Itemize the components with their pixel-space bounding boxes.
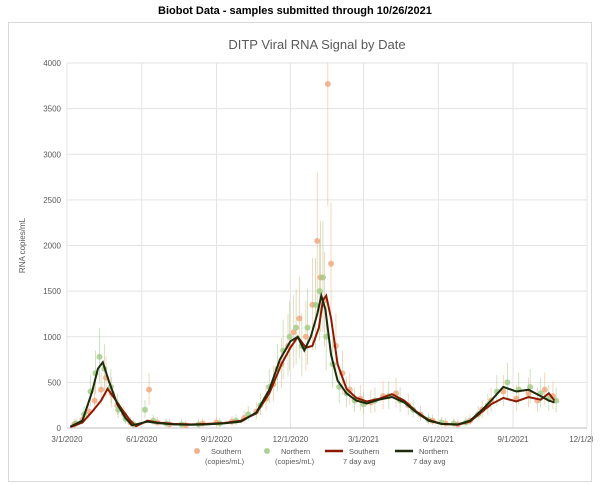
data-point	[553, 397, 560, 404]
data-point	[312, 301, 319, 308]
legend-marker	[194, 448, 200, 454]
legend-label: Northern	[281, 447, 310, 456]
legend-label: Northern	[419, 447, 448, 456]
x-tick-label: 3/1/2020	[51, 435, 83, 444]
y-tick-label: 500	[48, 378, 62, 387]
chart-title: DITP Viral RNA Signal by Date	[228, 37, 405, 52]
data-point	[525, 390, 532, 397]
x-tick-label: 6/1/2020	[126, 435, 158, 444]
chart-svg: DITP Viral RNA Signal by Date 0 500 1000 150…	[18, 37, 593, 466]
x-tick-label: 3/1/2021	[348, 435, 380, 444]
avg-line	[69, 291, 555, 428]
data-point	[314, 237, 321, 244]
data-point	[527, 383, 534, 390]
x-tick-label: 9/1/2020	[201, 435, 233, 444]
y-tick-label: 2000	[43, 242, 61, 251]
y-tick-label: 2500	[43, 196, 61, 205]
legend-label: Southern	[211, 447, 241, 456]
y-tick-label: 4000	[43, 59, 61, 68]
x-tick-label: 9/1/2021	[497, 435, 529, 444]
data-point	[328, 260, 335, 267]
legend-label: 7 day avg	[413, 457, 446, 466]
data-point	[286, 333, 293, 340]
legend-label: (copies/mL)	[205, 457, 245, 466]
x-tick-label: 12/1/2021	[569, 435, 593, 444]
legend-label: 7 day avg	[343, 457, 376, 466]
data-point	[316, 288, 323, 295]
data-point	[304, 324, 311, 331]
y-tick-label: 1000	[43, 333, 61, 342]
data-point	[142, 406, 148, 413]
data-point	[504, 379, 511, 386]
data-point	[541, 386, 548, 393]
chart-area: DITP Viral RNA Signal by Date 0 500 1000 150…	[8, 22, 593, 482]
data-point	[98, 386, 105, 393]
y-tick-label: 3500	[43, 105, 61, 114]
y-tick-label: 3000	[43, 150, 61, 159]
legend-label: (copies/mL)	[275, 457, 315, 466]
page-header-title: Biobot Data - samples submitted through …	[158, 5, 432, 17]
legend-marker	[264, 448, 270, 454]
data-point	[290, 329, 297, 336]
data-point	[319, 274, 326, 281]
y-tick-label: 0	[57, 424, 62, 433]
data-point	[293, 324, 300, 331]
x-tick-label: 12/1/2020	[273, 435, 309, 444]
legend-label: Southern	[349, 447, 379, 456]
data-point	[146, 386, 153, 393]
y-tick-label: 1500	[43, 287, 61, 296]
y-axis-label: RNA copies/mL	[18, 217, 27, 273]
data-point	[324, 80, 331, 87]
data-point	[91, 397, 98, 404]
data-point	[96, 353, 103, 360]
data-point	[302, 333, 309, 340]
data-point	[296, 315, 303, 322]
x-tick-label: 6/1/2021	[423, 435, 455, 444]
